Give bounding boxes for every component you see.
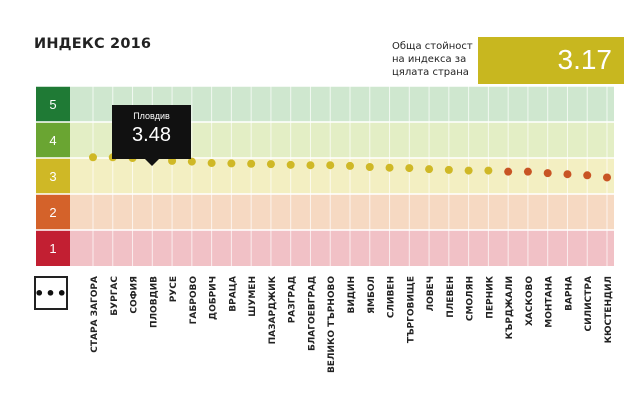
x-tick-label: СТАРА ЗАГОРА: [90, 276, 100, 353]
x-tick-label: БУРГАС: [110, 276, 120, 316]
overall-index-label: Обща стойност на индекса за цялата стран…: [392, 41, 473, 78]
x-tick-label: ПЛОВДИВ: [149, 276, 159, 328]
x-tick-label: ЯМБОЛ: [367, 276, 377, 314]
x-tick-label: СИЛИСТРА: [584, 276, 594, 331]
x-tick-label: ПЕРНИК: [485, 275, 495, 318]
x-tick-label: ВАРНА: [564, 276, 574, 311]
x-tick-label: КЪРДЖАЛИ: [505, 276, 515, 339]
x-tick-label: КЮСТЕНДИЛ: [604, 276, 614, 343]
data-point: [405, 164, 414, 173]
data-point: [543, 169, 552, 178]
data-point: [523, 167, 532, 176]
data-point: [444, 165, 453, 174]
data-point: [365, 163, 374, 171]
x-tick-label: ШУМЕН: [248, 276, 258, 317]
x-tick-label: ГАБРОВО: [189, 276, 199, 325]
x-tick-label: ДОБРИЧ: [209, 276, 219, 320]
x-tick-label: ПАЗАРДЖИК: [268, 275, 278, 344]
data-point: [187, 157, 196, 166]
data-point: [425, 165, 434, 174]
data-point: [464, 166, 473, 175]
data-point: [89, 153, 97, 162]
x-tick-label: РАЗГРАД: [288, 276, 298, 323]
tooltip-arrow: [145, 159, 159, 166]
tooltip: Пловдив 3.48: [112, 105, 191, 166]
data-point: [603, 173, 611, 182]
data-point: [247, 159, 256, 168]
x-tick-label: ВРАЦА: [228, 276, 238, 312]
level-label-box-1: [36, 230, 70, 266]
level-tick-2: 2: [49, 205, 56, 220]
band-3: [70, 158, 614, 194]
level-tick-5: 5: [49, 97, 56, 112]
x-tick-label: ПЛЕВЕН: [446, 276, 456, 318]
tooltip-name: Пловдив: [133, 111, 170, 121]
x-tick-label: СОФИЯ: [130, 276, 140, 314]
overall-index-box: 3.17: [478, 37, 624, 84]
data-point: [207, 159, 216, 168]
x-tick-label: СМОЛЯН: [466, 276, 476, 321]
level-tick-3: 3: [49, 169, 56, 184]
band-1: [70, 230, 614, 266]
level-tick-1: 1: [49, 241, 56, 256]
x-tick-label: СЛИВЕН: [387, 276, 397, 318]
data-point: [227, 159, 236, 168]
data-point: [346, 161, 354, 170]
data-point: [266, 160, 275, 169]
data-point: [583, 171, 592, 180]
x-tick-label: БЛАГОЕВГРАД: [307, 276, 317, 351]
data-point: [286, 160, 295, 169]
data-point: [326, 161, 335, 170]
x-tick-label: МОНТАНА: [545, 276, 555, 328]
band-2: [70, 194, 614, 230]
x-tick-label: ТЪРГОВИЩЕ: [406, 276, 416, 343]
more-options-button[interactable]: •••: [34, 276, 68, 310]
level-tick-4: 4: [49, 133, 56, 148]
level-label-box-2: [36, 194, 70, 230]
overall-index-value: 3.17: [557, 44, 613, 75]
data-point: [306, 161, 315, 170]
x-tick-label: ЛОВЕЧ: [426, 276, 436, 311]
level-label-box-5: [36, 86, 70, 122]
tooltip-value: 3.48: [132, 124, 171, 146]
data-point: [504, 167, 513, 176]
level-label-box-4: [36, 122, 70, 158]
x-tick-label: ВЕЛИКО ТЪРНОВО: [327, 276, 337, 373]
data-point: [484, 166, 493, 175]
data-point: [385, 163, 394, 172]
data-point: [563, 170, 572, 179]
x-tick-label: ВИДИН: [347, 276, 357, 313]
x-tick-label: РУСЕ: [169, 276, 179, 302]
level-label-box-3: [36, 158, 70, 194]
x-tick-label: ХАСКОВО: [525, 276, 535, 326]
page-title: ИНДЕКС 2016: [34, 36, 152, 52]
